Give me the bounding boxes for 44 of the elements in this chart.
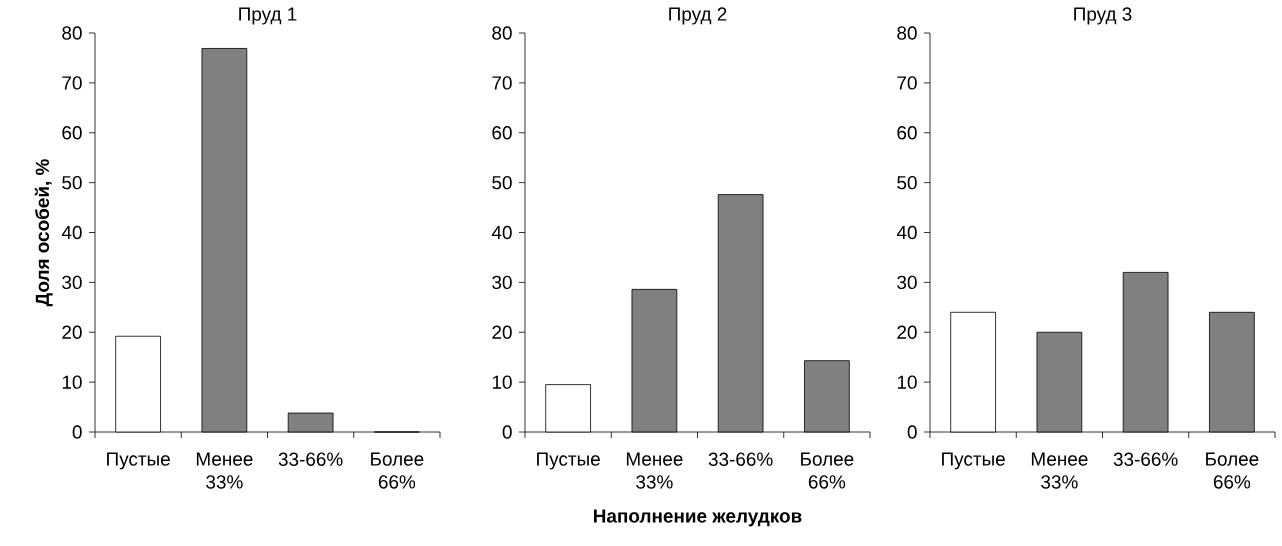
- y-tick-label: 80: [492, 26, 512, 40]
- y-tick-label: 70: [62, 76, 82, 90]
- x-tick-label: 33-66%: [708, 452, 773, 466]
- y-tick-label: 50: [62, 175, 82, 190]
- y-tick-label: 40: [896, 225, 917, 240]
- y-tick-label: 10: [492, 375, 512, 389]
- x-tick-label: 33-66%: [278, 452, 343, 466]
- y-tick-label: 10: [897, 375, 917, 389]
- x-tick-label: Пустые: [107, 452, 170, 470]
- x-tick-label: Менее 33%: [626, 452, 683, 489]
- y-tick-label: 50: [492, 175, 512, 190]
- x-tick-label: Пустые: [537, 452, 600, 470]
- y-tick-label: 20: [897, 325, 917, 339]
- chart-title: Пруд 3: [1074, 7, 1132, 25]
- y-tick-label: 20: [492, 325, 512, 339]
- chart-title: Пруд 1: [239, 7, 297, 25]
- y-tick-label: 60: [897, 126, 917, 140]
- y-tick-label: 80: [62, 26, 82, 40]
- y-tick-label: 50: [897, 175, 917, 190]
- x-tick-label: Пустые: [942, 452, 1005, 470]
- y-tick-label: 30: [492, 275, 512, 290]
- y-tick-label: 0: [502, 425, 512, 439]
- y-tick-label: 60: [492, 126, 512, 140]
- y-tick-label: 10: [62, 375, 82, 389]
- x-tick-label: Более 66%: [801, 452, 854, 489]
- y-tick-label: 70: [492, 76, 512, 90]
- x-tick-label: Более 66%: [371, 452, 424, 489]
- y-tick-label: 0: [72, 425, 82, 439]
- chart-title: Пруд 2: [669, 7, 727, 25]
- y-tick-label: 30: [62, 275, 82, 290]
- y-tick-label: 60: [62, 126, 82, 140]
- y-axis-title: Доля особей, %: [34, 159, 53, 307]
- y-tick-label: 70: [897, 76, 917, 90]
- y-tick-label: 0: [907, 425, 917, 439]
- x-tick-label: Менее 33%: [196, 452, 253, 489]
- y-tick-label: 30: [897, 275, 917, 290]
- x-tick-label: Менее 33%: [1031, 452, 1088, 489]
- x-axis-title: Наполнение желудков: [594, 509, 802, 527]
- x-tick-label: 33-66%: [1113, 452, 1178, 466]
- y-tick-label: 80: [897, 26, 917, 40]
- y-tick-label: 20: [62, 325, 82, 339]
- y-tick-label: 40: [491, 225, 512, 240]
- y-tick-label: 40: [61, 225, 82, 240]
- x-tick-label: Более 66%: [1206, 452, 1259, 489]
